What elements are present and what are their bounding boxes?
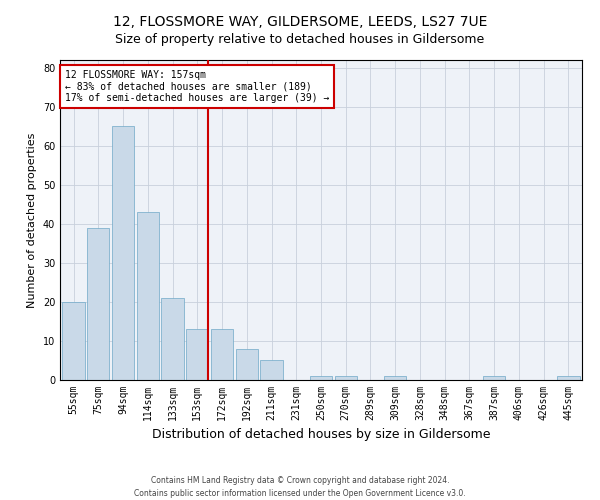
Y-axis label: Number of detached properties: Number of detached properties [27, 132, 37, 308]
Bar [483, 376, 505, 380]
Bar [335, 376, 357, 380]
Bar [62, 302, 85, 380]
Text: Size of property relative to detached houses in Gildersome: Size of property relative to detached ho… [115, 32, 485, 46]
Bar [236, 349, 258, 380]
Bar [384, 376, 406, 380]
Bar [137, 212, 159, 380]
Bar [87, 228, 109, 380]
Bar [260, 360, 283, 380]
Bar [557, 376, 580, 380]
Bar [310, 376, 332, 380]
Text: Contains HM Land Registry data © Crown copyright and database right 2024.
Contai: Contains HM Land Registry data © Crown c… [134, 476, 466, 498]
Bar [211, 330, 233, 380]
Bar [161, 298, 184, 380]
Text: 12, FLOSSMORE WAY, GILDERSOME, LEEDS, LS27 7UE: 12, FLOSSMORE WAY, GILDERSOME, LEEDS, LS… [113, 15, 487, 29]
Bar [112, 126, 134, 380]
Text: 12 FLOSSMORE WAY: 157sqm
← 83% of detached houses are smaller (189)
17% of semi-: 12 FLOSSMORE WAY: 157sqm ← 83% of detach… [65, 70, 329, 103]
X-axis label: Distribution of detached houses by size in Gildersome: Distribution of detached houses by size … [152, 428, 490, 442]
Bar [186, 330, 208, 380]
